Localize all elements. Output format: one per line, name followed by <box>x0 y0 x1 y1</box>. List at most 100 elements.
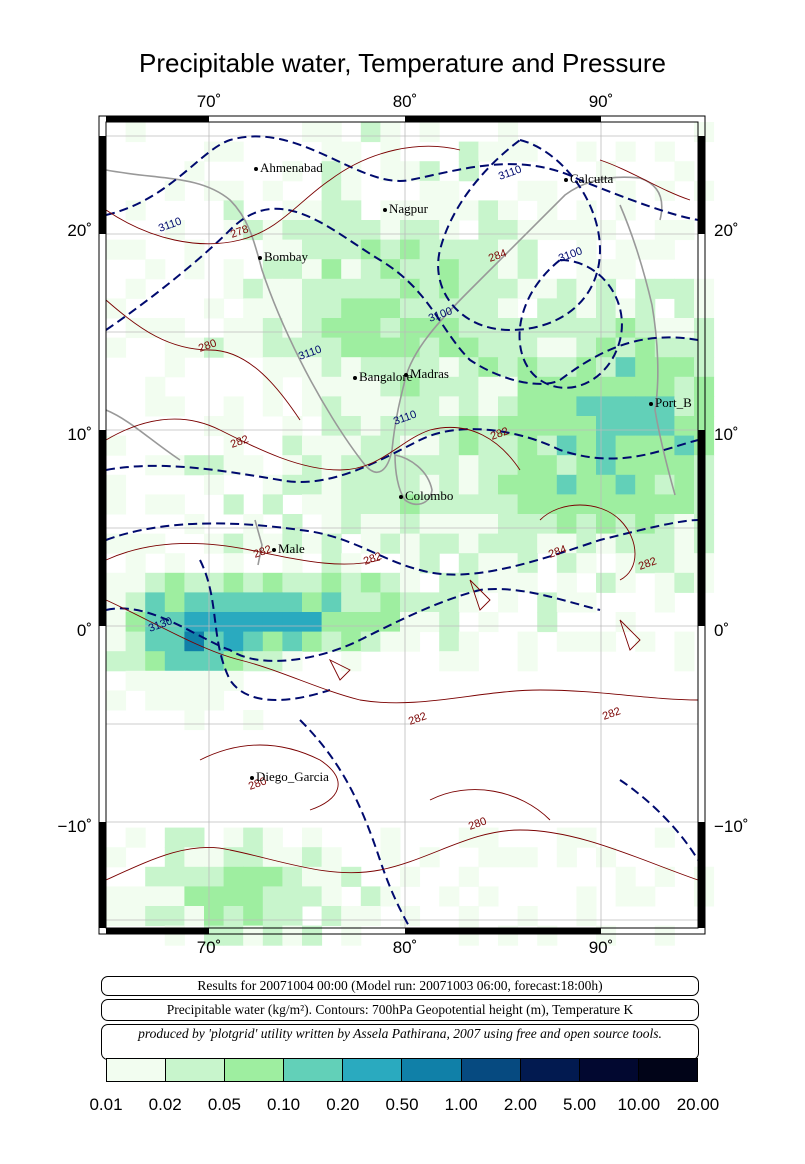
precip-cell <box>282 455 303 476</box>
precip-cell <box>537 318 558 339</box>
precip-cell <box>654 376 675 397</box>
precip-cell <box>576 474 597 495</box>
precip-cell <box>106 533 127 554</box>
precip-cell <box>576 141 597 162</box>
precip-cell <box>556 278 577 299</box>
precip-cell <box>223 278 244 299</box>
precip-cell <box>282 161 303 182</box>
precip-cell <box>106 651 127 672</box>
precip-cell <box>458 906 479 927</box>
precip-cell <box>517 141 538 162</box>
city-bangalore: Bangalore <box>353 369 412 385</box>
precip-cell <box>380 141 401 162</box>
colorbar-label: 2.00 <box>503 1095 537 1114</box>
precip-cell <box>125 553 146 574</box>
lat-tick-right-0: 0˚ <box>714 621 730 640</box>
precip-cell <box>360 906 381 927</box>
precip-cell <box>164 866 185 887</box>
precip-cell <box>380 474 401 495</box>
precip-cell <box>164 631 185 652</box>
precip-cell <box>654 239 675 260</box>
precip-cell <box>674 514 695 535</box>
precip-cell <box>321 847 342 868</box>
precip-cell <box>439 514 460 535</box>
precip-cell <box>243 710 264 731</box>
precip-cell <box>517 631 538 652</box>
precip-cell <box>360 886 381 907</box>
precip-cell <box>576 514 597 535</box>
precip-cell <box>204 592 225 613</box>
precip-cell <box>419 553 440 574</box>
contour-label: 282 <box>637 555 658 573</box>
precip-cell <box>419 416 440 437</box>
precip-cell <box>537 455 558 476</box>
colorbar-label: 20.00 <box>676 1095 720 1114</box>
precip-cell <box>498 474 519 495</box>
precip-cell <box>282 553 303 574</box>
precip-cell <box>439 435 460 456</box>
precip-cell <box>419 533 440 554</box>
precip-cell <box>517 651 538 672</box>
precip-cell <box>439 357 460 378</box>
precip-cell <box>341 514 362 535</box>
precip-cell <box>204 474 225 495</box>
colorbar-swatch <box>638 1059 697 1081</box>
precip-cell <box>478 494 499 515</box>
precip-cell <box>223 612 244 633</box>
precip-cell <box>498 357 519 378</box>
precip-cell <box>204 866 225 887</box>
precip-cell <box>204 141 225 162</box>
precip-cell <box>419 278 440 299</box>
precip-cell <box>654 494 675 515</box>
precip-cell <box>556 435 577 456</box>
map-gridlines <box>106 122 698 928</box>
precip-cell <box>106 572 127 593</box>
precip-cell <box>223 847 244 868</box>
precip-cell <box>615 318 636 339</box>
precip-cell <box>517 572 538 593</box>
contour-label: 282 <box>407 710 428 728</box>
coastline-path <box>105 409 181 461</box>
precip-cell <box>615 474 636 495</box>
colorbar-label: 0.50 <box>385 1095 419 1114</box>
precip-cell <box>164 906 185 927</box>
lat-tick-right-10: 10˚ <box>714 425 739 444</box>
precip-cell <box>282 906 303 927</box>
precip-cell <box>184 161 205 182</box>
precip-cell <box>360 278 381 299</box>
precip-cell <box>674 278 695 299</box>
precip-cell <box>106 435 127 456</box>
precip-cell <box>419 122 440 143</box>
precip-cell <box>164 553 185 574</box>
precip-cell <box>635 494 656 515</box>
precip-cell <box>498 494 519 515</box>
precip-cell <box>302 396 323 417</box>
precip-cell <box>282 220 303 241</box>
precip-cell <box>302 278 323 299</box>
precip-cell <box>439 298 460 319</box>
precip-cell <box>439 376 460 397</box>
temperature-contour <box>599 159 691 201</box>
precip-cell <box>341 866 362 887</box>
precip-cell <box>145 259 166 280</box>
precip-cell <box>694 318 715 339</box>
precip-cell <box>282 533 303 554</box>
precip-cell <box>576 455 597 476</box>
precip-cell <box>498 514 519 535</box>
precip-cell <box>674 337 695 358</box>
precip-cell <box>615 337 636 358</box>
precip-cell <box>478 435 499 456</box>
precip-cell <box>164 220 185 241</box>
precip-cell <box>282 866 303 887</box>
precip-cell <box>596 514 617 535</box>
precip-cell <box>458 592 479 613</box>
precip-cell <box>576 200 597 221</box>
precip-cell <box>321 298 342 319</box>
lat-tick-left-0: 0˚ <box>76 621 92 640</box>
precip-cell <box>125 886 146 907</box>
precip-cell <box>517 906 538 927</box>
precip-cell <box>576 435 597 456</box>
precip-cell <box>282 886 303 907</box>
precip-cell <box>596 318 617 339</box>
precip-cell <box>341 455 362 476</box>
